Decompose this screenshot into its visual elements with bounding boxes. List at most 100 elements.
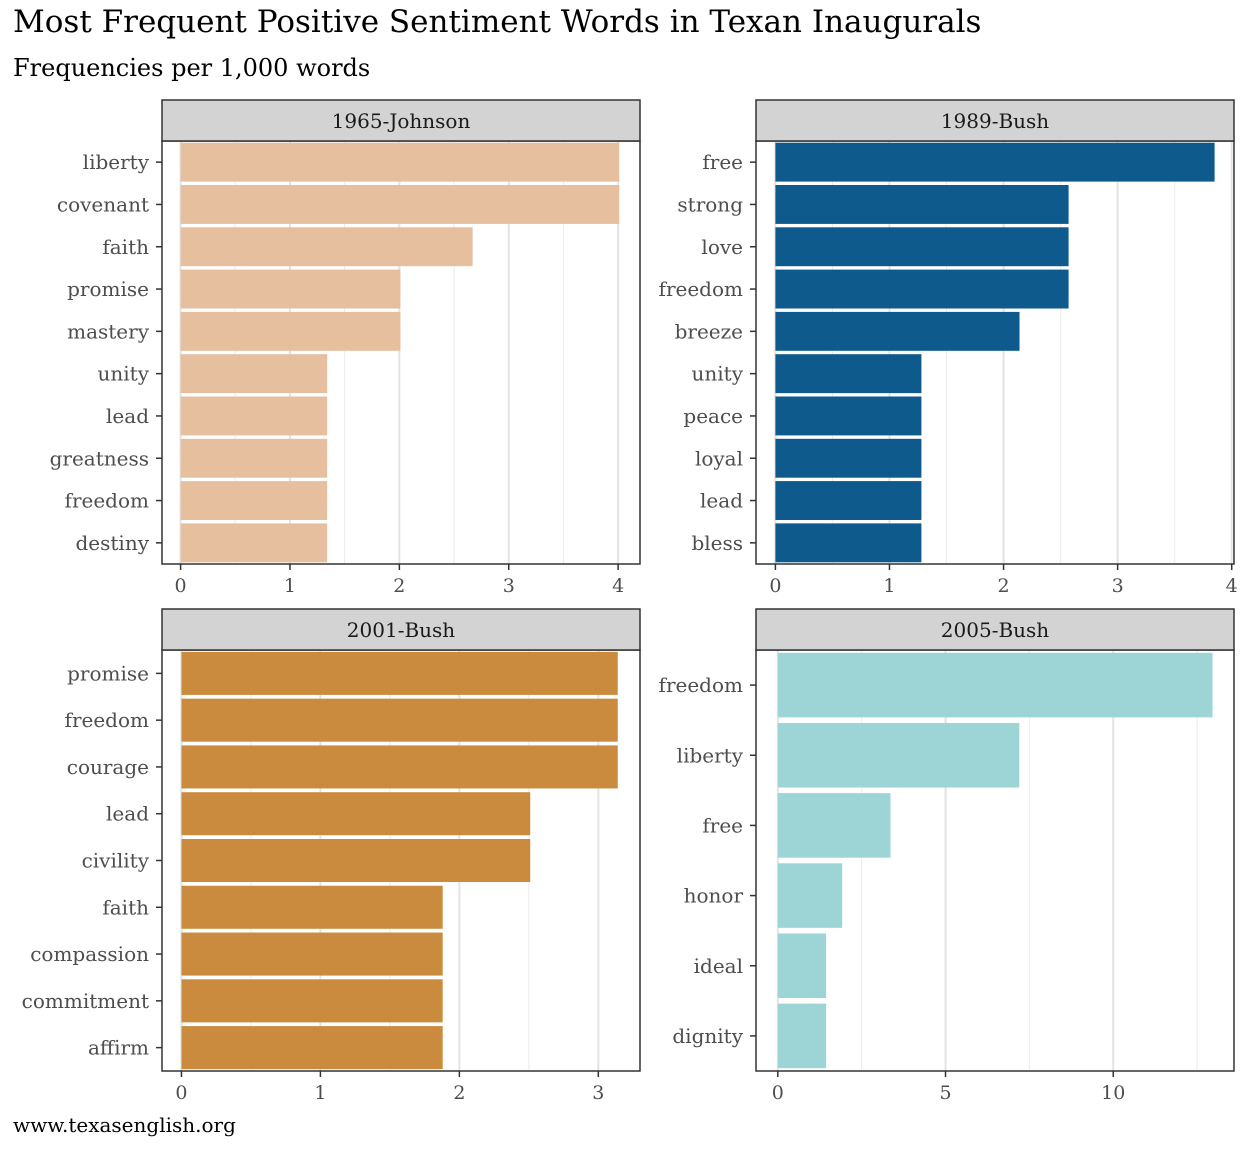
bar-liberty: [777, 722, 1020, 788]
bar-unity: [775, 354, 922, 394]
y-tick-label: mastery: [67, 319, 150, 343]
x-tick-label: 0: [175, 1082, 187, 1104]
y-tick-label: breeze: [675, 319, 743, 343]
y-tick-label: compassion: [30, 942, 149, 966]
bar-greatness: [180, 438, 328, 478]
bar-liberty: [180, 142, 620, 182]
y-tick-label: covenant: [57, 192, 149, 216]
y-tick-label: courage: [67, 755, 149, 779]
y-tick-label: freedom: [659, 673, 743, 697]
x-tick-label: 5: [939, 1082, 951, 1104]
x-tick-label: 0: [769, 575, 781, 597]
bar-freedom: [180, 481, 328, 521]
y-tick-label: peace: [683, 404, 743, 428]
facet-panel-3: promise freedom courage lead civility faith co…: [22, 608, 641, 1104]
y-tick-label: unity: [692, 362, 744, 386]
y-tick-label: strong: [677, 192, 743, 216]
y-tick-label: liberty: [677, 743, 744, 767]
bar-faith: [180, 227, 473, 267]
y-tick-label: lead: [700, 489, 743, 513]
y-tick-label: commitment: [22, 989, 149, 1013]
facet-strip: [161, 99, 641, 142]
y-tick-label: faith: [102, 895, 149, 919]
bar-covenant: [180, 184, 620, 224]
y-tick-label: affirm: [88, 1036, 149, 1060]
facet-strip-label: 2005-Bush: [941, 618, 1049, 642]
bar-mastery: [180, 311, 401, 351]
y-tick-label: free: [702, 813, 743, 837]
y-tick-label: promise: [67, 661, 149, 685]
facet-strip: [755, 99, 1235, 142]
x-tick-label: 3: [503, 575, 515, 597]
bar-commitment: [181, 979, 443, 1023]
bar-courage: [181, 745, 618, 789]
bar-freedom: [777, 652, 1213, 718]
x-tick-label: 10: [1101, 1082, 1125, 1104]
bar-bless: [775, 523, 922, 563]
y-tick-label: faith: [102, 235, 149, 259]
y-tick-label: unity: [98, 362, 150, 386]
bar-strong: [775, 184, 1069, 224]
bar-affirm: [181, 1026, 443, 1070]
y-tick-label: bless: [691, 531, 743, 555]
chart-subtitle: Frequencies per 1,000 words: [13, 54, 371, 82]
bar-ideal: [777, 933, 827, 999]
y-tick-label: freedom: [659, 277, 743, 301]
bar-destiny: [180, 523, 328, 563]
y-tick-label: greatness: [50, 446, 149, 470]
bar-civility: [181, 838, 531, 883]
bar-promise: [181, 651, 618, 695]
y-tick-label: liberty: [83, 150, 150, 174]
bar-honor: [777, 863, 843, 928]
x-tick-label: 2: [393, 575, 405, 597]
bar-compassion: [181, 932, 443, 976]
y-tick-label: promise: [67, 277, 149, 301]
y-tick-label: lead: [106, 802, 149, 826]
facet-panel-4: freedom liberty free honor ideal dignity 2005-…: [659, 608, 1235, 1104]
y-tick-label: ideal: [694, 954, 743, 978]
bar-freedom: [775, 269, 1069, 309]
y-tick-label: destiny: [75, 531, 149, 555]
bar-love: [775, 227, 1069, 267]
y-tick-label: love: [701, 235, 743, 259]
bar-dignity: [777, 1003, 827, 1069]
bar-unity: [180, 354, 328, 394]
y-tick-label: dignity: [672, 1024, 743, 1048]
bar-freedom: [181, 698, 618, 742]
bar-loyal: [775, 438, 922, 478]
facet-panel-2: free strong love freedom breeze unity peace loy…: [659, 99, 1238, 597]
x-tick-label: 4: [1226, 575, 1238, 597]
bar-peace: [775, 396, 922, 436]
y-tick-label: civility: [82, 849, 150, 873]
x-tick-label: 4: [612, 575, 624, 597]
facet-strip-label: 1965-Johnson: [332, 109, 471, 133]
y-tick-label: freedom: [65, 708, 149, 732]
y-tick-label: honor: [684, 884, 744, 908]
facet-strip: [755, 608, 1235, 651]
y-tick-label: free: [702, 150, 743, 174]
x-tick-label: 0: [772, 1082, 784, 1104]
facet-strip: [161, 608, 641, 651]
x-tick-label: 3: [592, 1082, 604, 1104]
x-tick-label: 3: [1112, 575, 1124, 597]
x-tick-label: 2: [453, 1082, 465, 1104]
x-tick-label: 1: [284, 575, 296, 597]
source-caption: www.texasenglish.org: [13, 1113, 236, 1137]
bar-lead: [181, 792, 531, 836]
bar-lead: [180, 396, 328, 436]
bar-free: [777, 793, 891, 858]
x-tick-label: 0: [175, 575, 187, 597]
bar-breeze: [775, 311, 1020, 351]
x-tick-label: 2: [998, 575, 1010, 597]
y-tick-label: freedom: [65, 489, 149, 513]
y-tick-label: loyal: [695, 446, 743, 470]
x-tick-label: 1: [883, 575, 895, 597]
bar-lead: [775, 481, 922, 521]
bar-faith: [181, 885, 443, 929]
facet-strip-label: 2001-Bush: [347, 618, 455, 642]
panel-background: [756, 650, 1234, 1071]
chart-title: Most Frequent Positive Sentiment Words i…: [13, 4, 982, 40]
bar-free: [775, 142, 1215, 182]
bar-promise: [180, 269, 401, 309]
